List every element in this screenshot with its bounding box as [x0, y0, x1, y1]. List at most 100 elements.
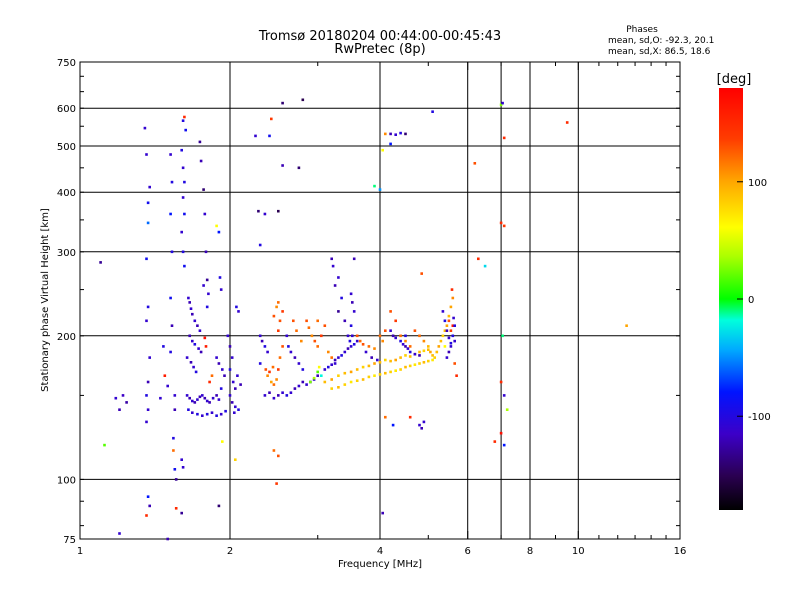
colorbar-ticks: 100 0 -100 — [737, 178, 771, 423]
data-point — [198, 395, 202, 399]
data-point — [268, 134, 271, 138]
data-point — [228, 345, 232, 348]
data-point — [565, 121, 569, 124]
data-point — [331, 264, 335, 268]
data-point — [408, 415, 412, 419]
data-point — [404, 339, 407, 343]
data-point — [361, 378, 365, 381]
data-point — [187, 408, 190, 411]
data-point — [170, 250, 174, 254]
data-point — [406, 347, 410, 350]
data-point — [159, 396, 162, 400]
data-point — [199, 159, 203, 163]
data-point — [378, 361, 382, 364]
data-point — [502, 443, 506, 447]
data-point — [260, 339, 264, 343]
data-point — [355, 379, 359, 382]
data-point — [389, 142, 392, 146]
data-point — [399, 356, 402, 359]
data-point — [230, 401, 234, 404]
y-tick-label: 500 — [57, 142, 76, 153]
data-point — [198, 329, 202, 332]
data-point — [205, 278, 209, 282]
y-tick-label: 100 — [57, 475, 76, 486]
data-point — [181, 250, 185, 254]
data-point — [404, 354, 407, 357]
data-point — [355, 368, 359, 371]
data-point — [343, 350, 347, 354]
data-point — [373, 362, 376, 365]
data-point — [173, 408, 177, 411]
data-point — [188, 334, 191, 338]
data-point — [449, 329, 453, 332]
data-point — [125, 401, 128, 404]
data-point — [189, 361, 193, 364]
data-point — [239, 383, 242, 386]
data-point — [118, 408, 121, 411]
data-point — [399, 334, 402, 338]
data-point — [427, 345, 430, 348]
x-tick-label: 1 — [77, 546, 83, 557]
data-point — [185, 356, 189, 359]
data-point — [297, 166, 301, 170]
data-point — [378, 373, 382, 376]
data-point — [281, 391, 284, 394]
data-point — [343, 319, 347, 323]
data-point — [180, 148, 183, 152]
data-point — [217, 504, 221, 508]
data-point — [201, 414, 204, 417]
data-point — [285, 334, 289, 338]
data-point — [381, 339, 384, 343]
data-point — [449, 341, 453, 345]
data-point — [172, 449, 175, 452]
data-point — [180, 458, 183, 461]
data-point — [441, 310, 445, 313]
data-point — [215, 394, 218, 397]
data-point — [169, 350, 172, 354]
data-point — [219, 288, 223, 291]
data-point — [187, 296, 190, 300]
data-point — [258, 243, 262, 247]
data-point — [355, 339, 359, 343]
data-point — [272, 314, 276, 318]
data-point — [217, 398, 221, 401]
data-point — [275, 482, 278, 485]
data-point — [230, 356, 234, 359]
data-point — [193, 319, 197, 323]
data-point — [443, 345, 447, 348]
data-point — [349, 370, 353, 374]
data-point — [367, 364, 371, 368]
data-point — [420, 427, 423, 430]
stats-heading: Phases — [626, 25, 658, 35]
data-point — [181, 466, 185, 469]
data-point — [418, 334, 421, 338]
data-point — [148, 356, 151, 359]
data-point — [197, 347, 200, 350]
data-point — [420, 272, 423, 275]
data-point — [301, 368, 305, 371]
data-point — [501, 101, 504, 105]
data-point — [427, 359, 430, 363]
data-point — [422, 361, 426, 364]
data-point — [277, 394, 280, 397]
data-point — [389, 132, 392, 136]
data-point — [289, 391, 293, 394]
data-point — [192, 365, 195, 369]
data-point — [352, 257, 356, 261]
data-point — [170, 180, 174, 184]
data-point — [399, 131, 402, 135]
data-point — [413, 329, 417, 332]
data-point — [394, 358, 397, 362]
x-tick-label: 6 — [465, 546, 471, 557]
data-point — [343, 383, 347, 386]
data-point — [148, 504, 151, 508]
data-point — [394, 133, 397, 136]
data-point — [364, 350, 368, 354]
data-point — [224, 409, 227, 413]
data-point — [330, 378, 333, 381]
data-point — [320, 374, 323, 377]
data-point — [146, 201, 150, 205]
data-point — [301, 380, 305, 384]
data-point — [196, 324, 199, 327]
